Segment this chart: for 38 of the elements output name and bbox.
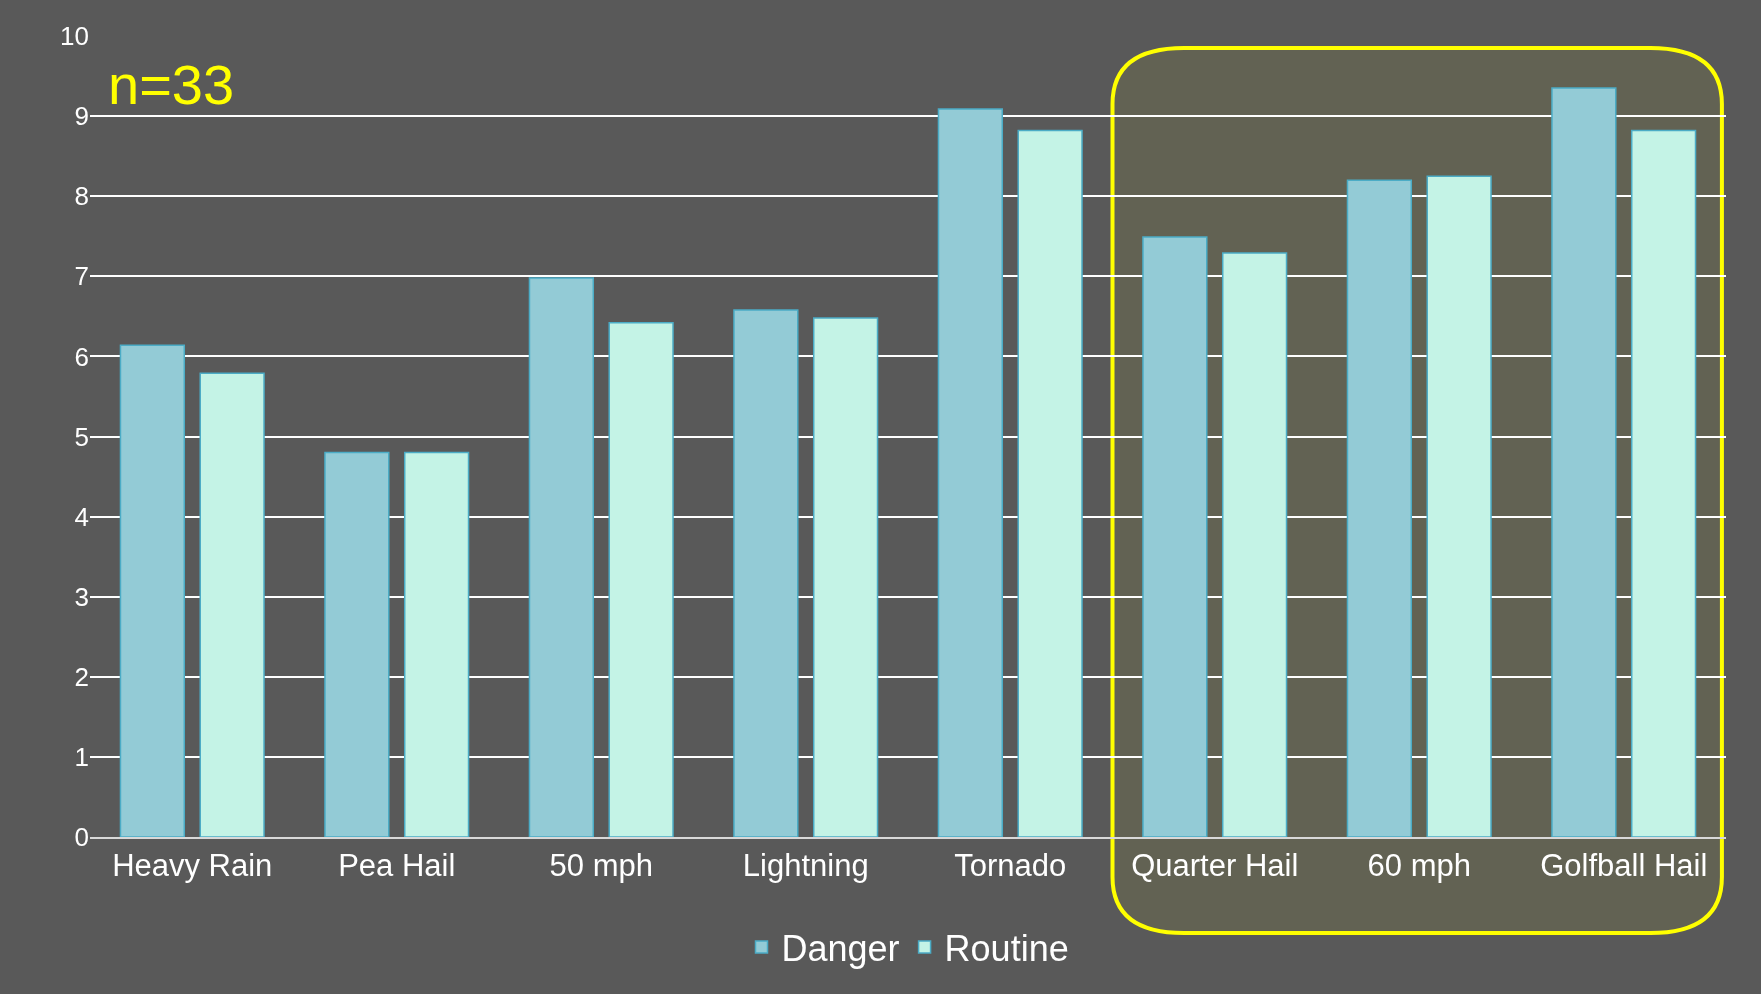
x-tick-label: Pea Hail [338, 848, 456, 884]
bar [403, 451, 470, 837]
y-tick-label: 3 [74, 581, 89, 612]
bar [1551, 87, 1617, 837]
y-tick-label: 1 [74, 742, 89, 772]
bar [937, 108, 1004, 837]
legend-label: Danger [781, 928, 900, 970]
y-tick-label: 6 [74, 341, 89, 372]
x-tick-label: 50 mph [549, 848, 653, 884]
y-tick-label: 5 [74, 421, 89, 452]
bar [1017, 129, 1083, 837]
y-tick-label: 8 [74, 181, 89, 212]
x-tick-label: Golfball Hail [1540, 848, 1708, 884]
y-tick-label: 0 [74, 822, 89, 853]
bar [119, 344, 186, 837]
bar [528, 277, 595, 837]
x-tick-label: Quarter Hail [1131, 848, 1299, 884]
y-tick-label: 10 [60, 21, 89, 52]
x-tick-label: Tornado [954, 848, 1067, 884]
bar [1426, 175, 1492, 837]
bar [1221, 252, 1288, 837]
annotation: n=33 [108, 53, 235, 116]
bar [324, 451, 390, 837]
bar [733, 309, 799, 837]
x-tick-label: 60 mph [1367, 848, 1471, 884]
bar [1346, 179, 1413, 837]
y-tick-label: 7 [74, 261, 89, 292]
legend-label: Routine [944, 928, 1069, 970]
bar [812, 317, 879, 837]
x-tick-label: Heavy Rain [112, 848, 273, 884]
bar [1630, 129, 1697, 837]
bar [1142, 236, 1208, 837]
y-tick-label: 2 [74, 661, 89, 692]
y-tick-label: 9 [74, 101, 89, 132]
bar [199, 372, 265, 837]
x-tick-label: Lightning [742, 848, 869, 884]
bar [608, 322, 674, 837]
y-tick-label: 4 [74, 501, 89, 532]
